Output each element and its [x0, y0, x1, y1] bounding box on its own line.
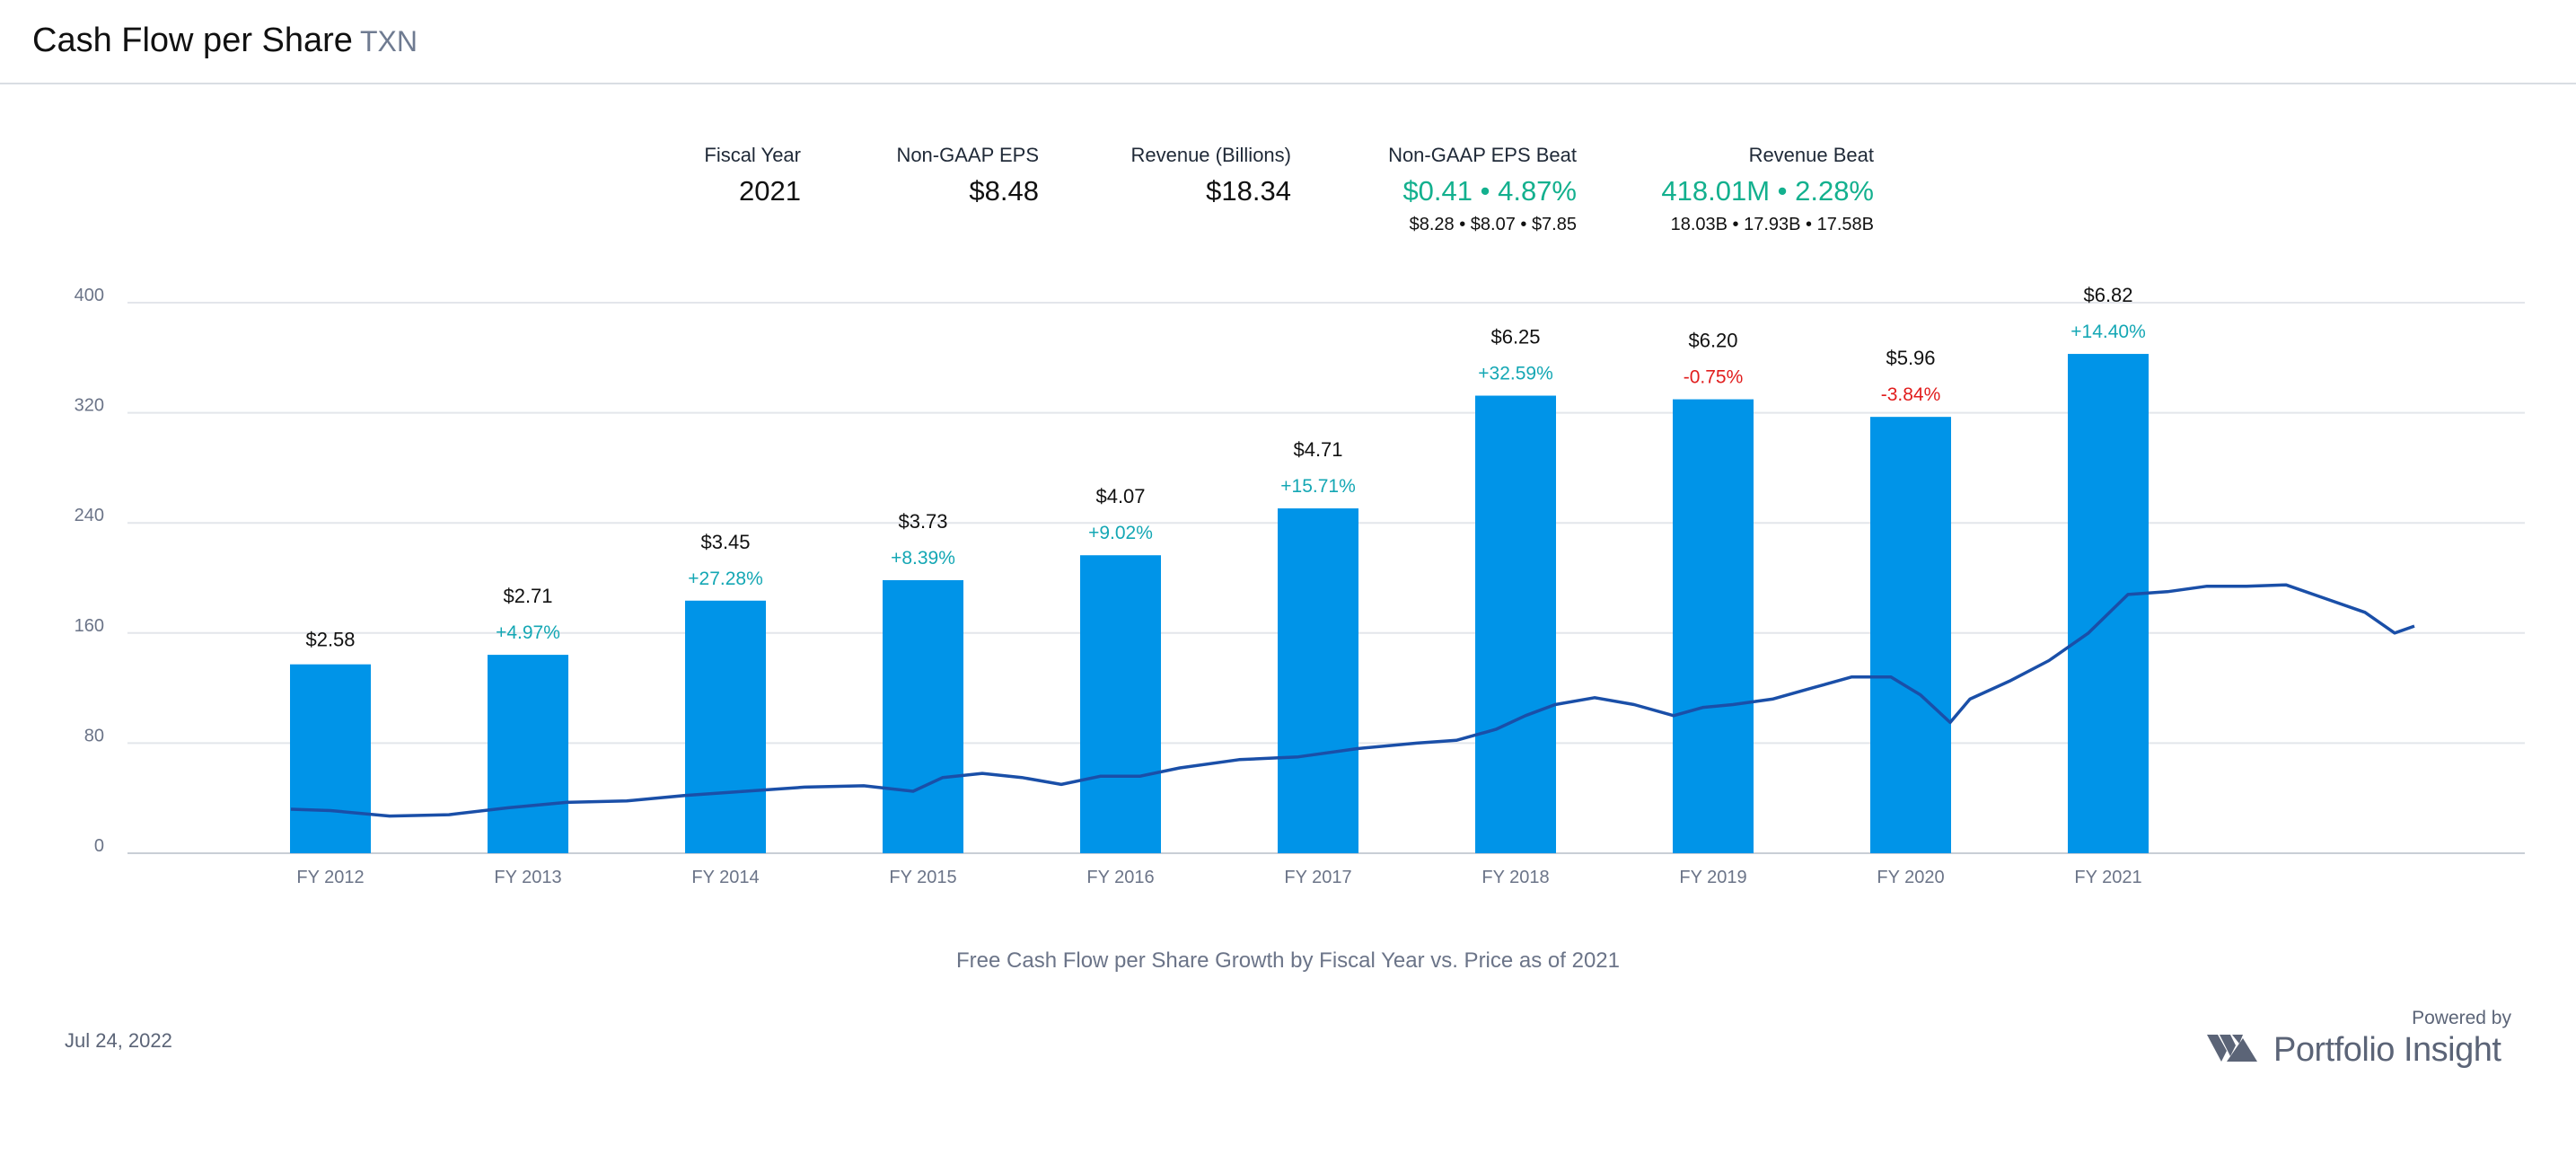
stat-fiscal-year: Fiscal Year 2021 — [629, 139, 801, 211]
x-tick-label: FY 2014 — [691, 868, 759, 887]
bar-value-label: $2.71 — [503, 585, 552, 607]
as-of-date: Jul 24, 2022 — [65, 1029, 172, 1052]
stat-value: $0.41 • 4.87% — [1402, 175, 1577, 207]
y-tick-label: 240 — [75, 506, 104, 525]
bar — [1870, 417, 1951, 853]
bar-value-label: $5.96 — [1886, 347, 1935, 369]
x-tick-label: FY 2013 — [494, 868, 561, 887]
bar-growth-label: +32.59% — [1478, 364, 1553, 384]
bar-value-label: $6.82 — [2083, 284, 2132, 306]
x-tick-label: FY 2015 — [889, 868, 956, 887]
bar-value-label: $3.45 — [700, 531, 750, 553]
stat-label: Fiscal Year — [704, 144, 801, 166]
bar-value-label: $2.58 — [305, 629, 355, 651]
y-tick-label: 80 — [84, 726, 104, 745]
bar-growth-label: +15.71% — [1280, 476, 1356, 497]
brand-logo[interactable]: Portfolio Insight — [2207, 1027, 2501, 1072]
bar-value-label: $3.73 — [898, 510, 947, 533]
x-tick-label: FY 2019 — [1679, 868, 1746, 887]
stat-value: 418.01M • 2.28% — [1661, 175, 1874, 207]
bar — [1475, 395, 1556, 853]
bar-growth-label: +9.02% — [1088, 523, 1153, 543]
y-tick-label: 400 — [75, 286, 104, 305]
bar-growth-label: +8.39% — [891, 548, 955, 569]
x-tick-label: FY 2016 — [1086, 868, 1154, 887]
bar-value-label: $4.07 — [1095, 485, 1145, 507]
stat-value: $8.48 — [969, 175, 1039, 207]
bar-growth-label: -0.75% — [1684, 367, 1744, 388]
ticker-symbol: TXN — [359, 25, 418, 57]
chart-caption: Free Cash Flow per Share Growth by Fisca… — [956, 948, 1620, 973]
stat-revenue-beat: Revenue Beat 418.01M • 2.28% 18.03B • 17… — [1607, 139, 1874, 238]
stat-label: Non-GAAP EPS — [896, 144, 1039, 166]
stat-value: 2021 — [739, 175, 801, 207]
price-line — [290, 583, 2415, 818]
stat-revenue: Revenue (Billions) $18.34 — [1068, 139, 1291, 211]
bar — [685, 600, 766, 853]
bar-value-label: $6.25 — [1490, 326, 1540, 348]
stat-label: Revenue Beat — [1748, 144, 1874, 166]
bar — [1278, 508, 1358, 853]
y-tick-label: 320 — [75, 396, 104, 416]
x-tick-label: FY 2021 — [2074, 868, 2141, 887]
cash-flow-chart: 0 80 160 240 320 400 $2.58 FY 2012 $2.71 +4.97% FY… — [75, 284, 2525, 887]
bar-growth-label: -3.84% — [1881, 384, 1941, 405]
y-tick-label: 160 — [75, 616, 104, 636]
bar-value-label: $4.71 — [1293, 438, 1342, 461]
brand-name: Portfolio Insight — [2273, 1030, 2501, 1069]
stat-label: Revenue (Billions) — [1130, 144, 1291, 166]
y-tick-label: 0 — [94, 836, 104, 856]
stat-eps: Non-GAAP EPS $8.48 — [826, 139, 1039, 211]
stat-eps-beat: Non-GAAP EPS Beat $0.41 • 4.87% $8.28 • … — [1311, 139, 1577, 238]
bar-value-label: $6.20 — [1688, 330, 1737, 352]
bar — [488, 655, 568, 853]
stat-label: Non-GAAP EPS Beat — [1388, 144, 1577, 166]
page-title: Cash Flow per Share TXN — [32, 22, 418, 60]
stat-estimates: $8.28 • $8.07 • $7.85 — [1409, 215, 1577, 234]
bar — [290, 664, 371, 853]
bar — [2068, 354, 2149, 853]
stat-estimates: 18.03B • 17.93B • 17.58B — [1670, 215, 1874, 234]
bar — [1673, 399, 1754, 853]
bar-growth-label: +14.40% — [2070, 322, 2146, 342]
bar-growth-label: +4.97% — [496, 622, 560, 643]
x-tick-label: FY 2017 — [1284, 868, 1351, 887]
x-tick-label: FY 2018 — [1481, 868, 1549, 887]
x-tick-label: FY 2020 — [1877, 868, 1944, 887]
title-text: Cash Flow per Share — [32, 22, 353, 59]
x-tick-label: FY 2012 — [296, 868, 364, 887]
bar-growth-label: +27.28% — [688, 569, 763, 589]
portfolio-insight-logo-icon — [2207, 1035, 2257, 1062]
stat-value: $18.34 — [1206, 175, 1291, 207]
chart-header: Cash Flow per Share TXN — [0, 0, 2576, 84]
bar — [883, 579, 963, 853]
powered-by-label: Powered by — [2412, 1008, 2511, 1028]
bar — [1080, 555, 1161, 853]
